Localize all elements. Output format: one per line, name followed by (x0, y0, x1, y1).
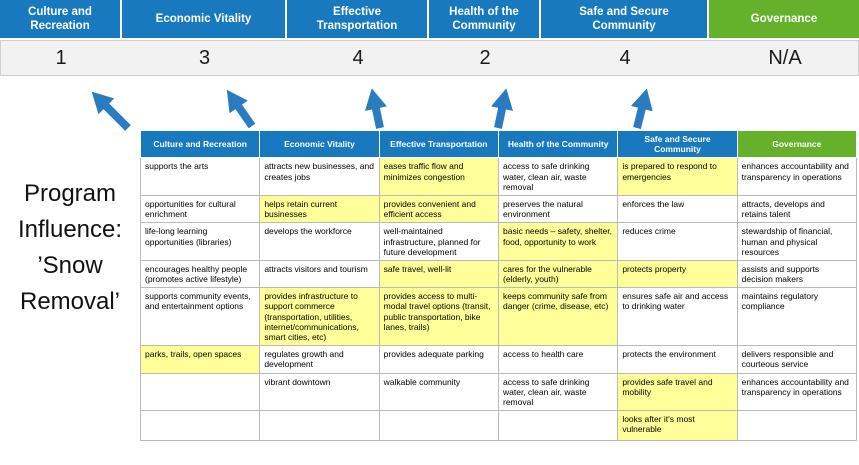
matrix-row: looks after it's most vulnerable (139, 410, 858, 442)
matrix-cell: attracts visitors and tourism (259, 259, 380, 289)
matrix-cell: vibrant downtown (259, 372, 380, 412)
arrows-overlay (91, 88, 653, 131)
matrix-cell-highlighted: cares for the vulnerable (elderly, youth… (497, 259, 619, 289)
matrix-row: supports community events, and entertain… (139, 287, 858, 347)
matrix-row: encourages healthy people (promotes acti… (139, 259, 858, 289)
pillar-label: Health of the Community (449, 5, 519, 32)
matrix-cell: develops the workforce (259, 222, 380, 261)
pillar-economic-vitality: Economic Vitality (122, 0, 285, 38)
pillar-governance: Governance (709, 0, 859, 38)
matrix-cell: maintains regulatory compliance (736, 287, 858, 347)
matrix-header-safe-secure-community: Safe and Secure Community (617, 129, 738, 159)
matrix-row: opportunities for cultural enrichment hel… (139, 194, 858, 224)
matrix-header-governance: Governance (736, 129, 858, 159)
pillar-safe-secure-community: Safe and Secure Community (541, 0, 707, 38)
score-health-community: 2 (479, 46, 491, 69)
matrix-cell (259, 410, 380, 442)
pillar-label: Economic Vitality (155, 12, 252, 25)
matrix-cell (497, 410, 619, 442)
matrix-header-health-community: Health of the Community (497, 129, 619, 159)
matrix-cell: attracts new businesses, and creates job… (259, 157, 380, 196)
matrix-cell (139, 410, 261, 442)
matrix-cell (736, 410, 858, 442)
pillar-effective-transportation: Effective Transportation (287, 0, 427, 38)
matrix-cell: walkable community (378, 372, 499, 412)
score-row: 1 3 4 2 4 N/A (0, 40, 859, 76)
matrix-row: life-long learning opportunities (librar… (139, 222, 858, 261)
title-line: ’Snow (37, 252, 103, 279)
matrix-cell-highlighted: helps retain current businesses (259, 194, 380, 224)
matrix-cell-highlighted: basic needs – safety, shelter, food, opp… (497, 222, 619, 261)
matrix-cell-highlighted: provides access to multi-modal travel op… (378, 287, 499, 347)
score-economic-vitality: 3 (198, 46, 211, 69)
matrix-cell-highlighted: eases traffic flow and minimizes congest… (378, 157, 499, 196)
matrix-cell: supports the arts (139, 157, 261, 196)
pillar-header-row: Culture and Recreation Economic Vitality… (0, 0, 859, 38)
score-safe-secure-community: 4 (619, 46, 631, 69)
matrix-body: supports the arts attracts new businesses… (139, 157, 858, 442)
influence-matrix: Culture and Recreation Economic Vitality… (139, 129, 858, 442)
matrix-cell-highlighted: parks, trails, open spaces (139, 345, 261, 374)
matrix-row: parks, trails, open spaces regulates grow… (139, 345, 858, 374)
matrix-cell: attracts, develops and retains talent (736, 194, 858, 224)
pillar-label: Culture and Recreation (28, 5, 92, 32)
matrix-cell: regulates growth and development (259, 345, 380, 374)
score-effective-transportation: 4 (352, 46, 364, 69)
up-arrow-icon (365, 88, 387, 129)
matrix-cell: enhances accountability and transparency… (736, 372, 858, 412)
pillar-label: Governance (750, 12, 818, 25)
up-arrow-icon (91, 91, 131, 131)
matrix-header-effective-transportation: Effective Transportation (378, 129, 499, 159)
matrix-cell (139, 372, 261, 412)
page-title: Program Influence: ’Snow Removal’ (0, 176, 140, 320)
matrix-cell (378, 410, 499, 442)
matrix-cell: enforces the law (617, 194, 738, 224)
matrix-cell: ensures safe air and access to drinking … (617, 287, 738, 347)
up-arrow-icon (226, 89, 256, 129)
matrix-cell: enhances accountability and transparency… (736, 157, 858, 196)
pillar-culture-recreation: Culture and Recreation (0, 0, 120, 38)
matrix-cell-highlighted: protects property (617, 259, 738, 289)
title-line: Program (23, 180, 117, 207)
matrix-cell-highlighted: provides infrastructure to support comme… (259, 287, 380, 347)
pillar-label: Safe and Secure Community (579, 5, 669, 32)
matrix-cell: preserves the natural environment (497, 194, 619, 224)
matrix-cell-highlighted: looks after it's most vulnerable (617, 410, 738, 442)
up-arrow-icon (630, 88, 653, 129)
matrix-cell: well-maintained infrastructure, planned … (378, 222, 499, 261)
matrix-cell: stewardship of financial, human and phys… (736, 222, 858, 261)
matrix-cell: life-long learning opportunities (librar… (139, 222, 261, 261)
matrix-cell: assists and supports decision makers (736, 259, 858, 289)
matrix-cell: access to safe drinking water, clean air… (497, 372, 619, 412)
matrix-header-row: Culture and Recreation Economic Vitality… (139, 129, 858, 159)
matrix-cell: delivers responsible and courteous servi… (736, 345, 858, 374)
score-governance: N/A (768, 46, 802, 69)
title-line: Removal’ (19, 288, 121, 315)
matrix-cell: encourages healthy people (promotes acti… (139, 259, 261, 289)
matrix-cell-highlighted: is prepared to respond to emergencies (617, 157, 738, 196)
pillar-health-community: Health of the Community (429, 0, 539, 38)
title-line: Influence: (17, 216, 123, 243)
matrix-cell: reduces crime (617, 222, 738, 261)
matrix-cell: provides adequate parking (378, 345, 499, 374)
score-culture-recreation: 1 (55, 46, 67, 69)
matrix-cell-highlighted: keeps community safe from danger (crime,… (497, 287, 619, 347)
up-arrow-icon (491, 88, 513, 129)
matrix-cell: protects the environment (617, 345, 738, 374)
pillar-label: Effective Transportation (316, 5, 398, 32)
matrix-cell: access to safe drinking water, clean air… (497, 157, 619, 196)
matrix-cell-highlighted: provides safe travel and mobility (617, 372, 738, 412)
matrix-cell: opportunities for cultural enrichment (139, 194, 261, 224)
matrix-header-economic-vitality: Economic Vitality (259, 129, 380, 159)
matrix-cell-highlighted: safe travel, well-lit (378, 259, 499, 289)
matrix-cell: access to health care (497, 345, 619, 374)
matrix-row: supports the arts attracts new businesses… (139, 157, 858, 196)
matrix-row: vibrant downtown walkable community access… (139, 372, 858, 412)
matrix-cell: supports community events, and entertain… (139, 287, 261, 347)
matrix-cell-highlighted: provides convenient and efficient access (378, 194, 499, 224)
matrix-header-culture-recreation: Culture and Recreation (139, 129, 261, 159)
